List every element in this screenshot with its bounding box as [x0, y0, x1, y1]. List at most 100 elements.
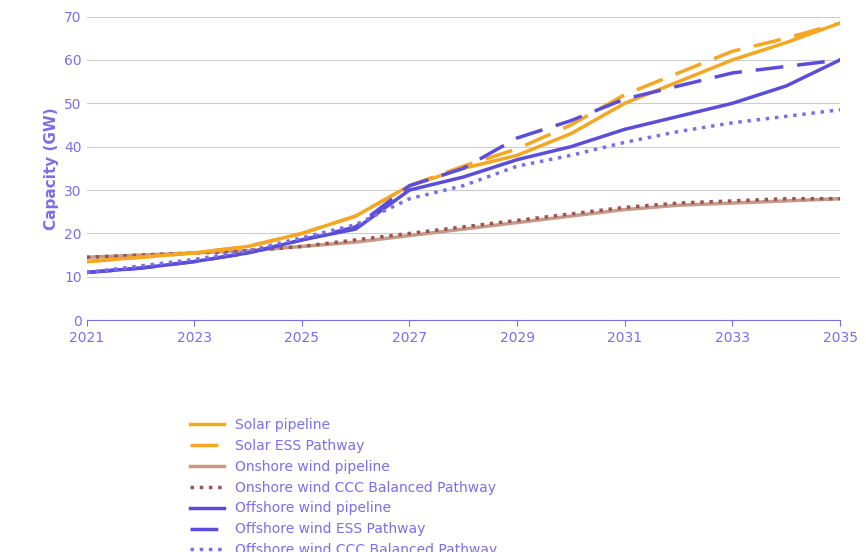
- Onshore wind pipeline: [297, 243, 307, 250]
- Offshore wind CCC Balanced Pathway: [674, 128, 684, 135]
- Solar ESS Pathway: [81, 258, 92, 265]
- Offshore wind pipeline: [727, 100, 738, 107]
- Onshore wind pipeline: [565, 213, 576, 219]
- Offshore wind ESS Pathway: [351, 224, 361, 230]
- Solar ESS Pathway: [565, 121, 576, 128]
- Line: Solar ESS Pathway: Solar ESS Pathway: [87, 23, 840, 262]
- Onshore wind CCC Balanced Pathway: [242, 247, 253, 254]
- Offshore wind pipeline: [189, 258, 199, 265]
- Offshore wind pipeline: [781, 83, 792, 89]
- Offshore wind CCC Balanced Pathway: [81, 269, 92, 276]
- Offshore wind pipeline: [404, 187, 415, 193]
- Offshore wind ESS Pathway: [727, 70, 738, 76]
- Onshore wind CCC Balanced Pathway: [727, 198, 738, 204]
- Line: Offshore wind pipeline: Offshore wind pipeline: [87, 60, 840, 273]
- Onshore wind pipeline: [458, 226, 469, 232]
- Solar pipeline: [404, 182, 415, 189]
- Solar pipeline: [619, 100, 630, 107]
- Y-axis label: Capacity (GW): Capacity (GW): [43, 107, 59, 230]
- Onshore wind pipeline: [727, 200, 738, 206]
- Onshore wind pipeline: [242, 247, 253, 254]
- Offshore wind pipeline: [351, 226, 361, 232]
- Offshore wind ESS Pathway: [189, 258, 199, 265]
- Legend: Solar pipeline, Solar ESS Pathway, Onshore wind pipeline, Onshore wind CCC Balan: Solar pipeline, Solar ESS Pathway, Onsho…: [184, 412, 503, 552]
- Offshore wind CCC Balanced Pathway: [135, 263, 145, 269]
- Onshore wind CCC Balanced Pathway: [458, 224, 469, 230]
- Offshore wind pipeline: [674, 113, 684, 120]
- Offshore wind pipeline: [565, 144, 576, 150]
- Solar pipeline: [835, 20, 845, 26]
- Onshore wind pipeline: [135, 252, 145, 258]
- Solar ESS Pathway: [674, 70, 684, 76]
- Solar ESS Pathway: [135, 254, 145, 261]
- Offshore wind ESS Pathway: [135, 265, 145, 272]
- Solar pipeline: [674, 78, 684, 85]
- Offshore wind CCC Balanced Pathway: [619, 139, 630, 146]
- Onshore wind pipeline: [674, 202, 684, 209]
- Solar pipeline: [458, 165, 469, 172]
- Onshore wind CCC Balanced Pathway: [781, 195, 792, 202]
- Onshore wind CCC Balanced Pathway: [565, 211, 576, 217]
- Solar ESS Pathway: [835, 20, 845, 26]
- Onshore wind pipeline: [189, 250, 199, 256]
- Solar ESS Pathway: [242, 243, 253, 250]
- Solar ESS Pathway: [189, 250, 199, 256]
- Offshore wind pipeline: [242, 250, 253, 256]
- Onshore wind CCC Balanced Pathway: [404, 230, 415, 237]
- Solar ESS Pathway: [297, 230, 307, 237]
- Offshore wind ESS Pathway: [458, 165, 469, 172]
- Onshore wind CCC Balanced Pathway: [835, 195, 845, 202]
- Offshore wind CCC Balanced Pathway: [404, 195, 415, 202]
- Onshore wind pipeline: [404, 232, 415, 239]
- Onshore wind CCC Balanced Pathway: [297, 243, 307, 250]
- Onshore wind pipeline: [81, 254, 92, 261]
- Onshore wind pipeline: [619, 206, 630, 213]
- Offshore wind CCC Balanced Pathway: [512, 163, 522, 169]
- Offshore wind CCC Balanced Pathway: [458, 182, 469, 189]
- Offshore wind ESS Pathway: [512, 135, 522, 141]
- Solar ESS Pathway: [458, 163, 469, 169]
- Offshore wind ESS Pathway: [242, 250, 253, 256]
- Solar pipeline: [565, 130, 576, 137]
- Solar pipeline: [242, 243, 253, 250]
- Solar ESS Pathway: [727, 48, 738, 55]
- Line: Onshore wind pipeline: Onshore wind pipeline: [87, 199, 840, 257]
- Onshore wind CCC Balanced Pathway: [619, 204, 630, 211]
- Offshore wind pipeline: [135, 265, 145, 272]
- Offshore wind CCC Balanced Pathway: [565, 152, 576, 158]
- Onshore wind pipeline: [512, 219, 522, 226]
- Onshore wind CCC Balanced Pathway: [189, 250, 199, 256]
- Onshore wind CCC Balanced Pathway: [81, 254, 92, 261]
- Offshore wind CCC Balanced Pathway: [781, 113, 792, 120]
- Onshore wind CCC Balanced Pathway: [351, 237, 361, 243]
- Solar pipeline: [727, 57, 738, 63]
- Solar ESS Pathway: [351, 213, 361, 219]
- Offshore wind pipeline: [458, 174, 469, 181]
- Line: Offshore wind ESS Pathway: Offshore wind ESS Pathway: [87, 60, 840, 273]
- Offshore wind ESS Pathway: [565, 118, 576, 124]
- Offshore wind CCC Balanced Pathway: [189, 256, 199, 263]
- Onshore wind CCC Balanced Pathway: [674, 200, 684, 206]
- Onshore wind CCC Balanced Pathway: [512, 217, 522, 224]
- Offshore wind CCC Balanced Pathway: [835, 107, 845, 113]
- Solar pipeline: [351, 213, 361, 219]
- Offshore wind ESS Pathway: [781, 63, 792, 70]
- Offshore wind ESS Pathway: [835, 57, 845, 63]
- Solar pipeline: [189, 250, 199, 256]
- Offshore wind ESS Pathway: [81, 269, 92, 276]
- Onshore wind CCC Balanced Pathway: [135, 252, 145, 258]
- Offshore wind pipeline: [835, 57, 845, 63]
- Offshore wind ESS Pathway: [674, 83, 684, 89]
- Offshore wind CCC Balanced Pathway: [727, 120, 738, 126]
- Line: Onshore wind CCC Balanced Pathway: Onshore wind CCC Balanced Pathway: [87, 199, 840, 257]
- Offshore wind ESS Pathway: [619, 95, 630, 102]
- Solar pipeline: [81, 258, 92, 265]
- Onshore wind pipeline: [781, 198, 792, 204]
- Offshore wind pipeline: [619, 126, 630, 132]
- Line: Offshore wind CCC Balanced Pathway: Offshore wind CCC Balanced Pathway: [87, 110, 840, 273]
- Offshore wind ESS Pathway: [404, 182, 415, 189]
- Offshore wind pipeline: [512, 156, 522, 163]
- Solar ESS Pathway: [404, 182, 415, 189]
- Line: Solar pipeline: Solar pipeline: [87, 23, 840, 262]
- Offshore wind ESS Pathway: [297, 237, 307, 243]
